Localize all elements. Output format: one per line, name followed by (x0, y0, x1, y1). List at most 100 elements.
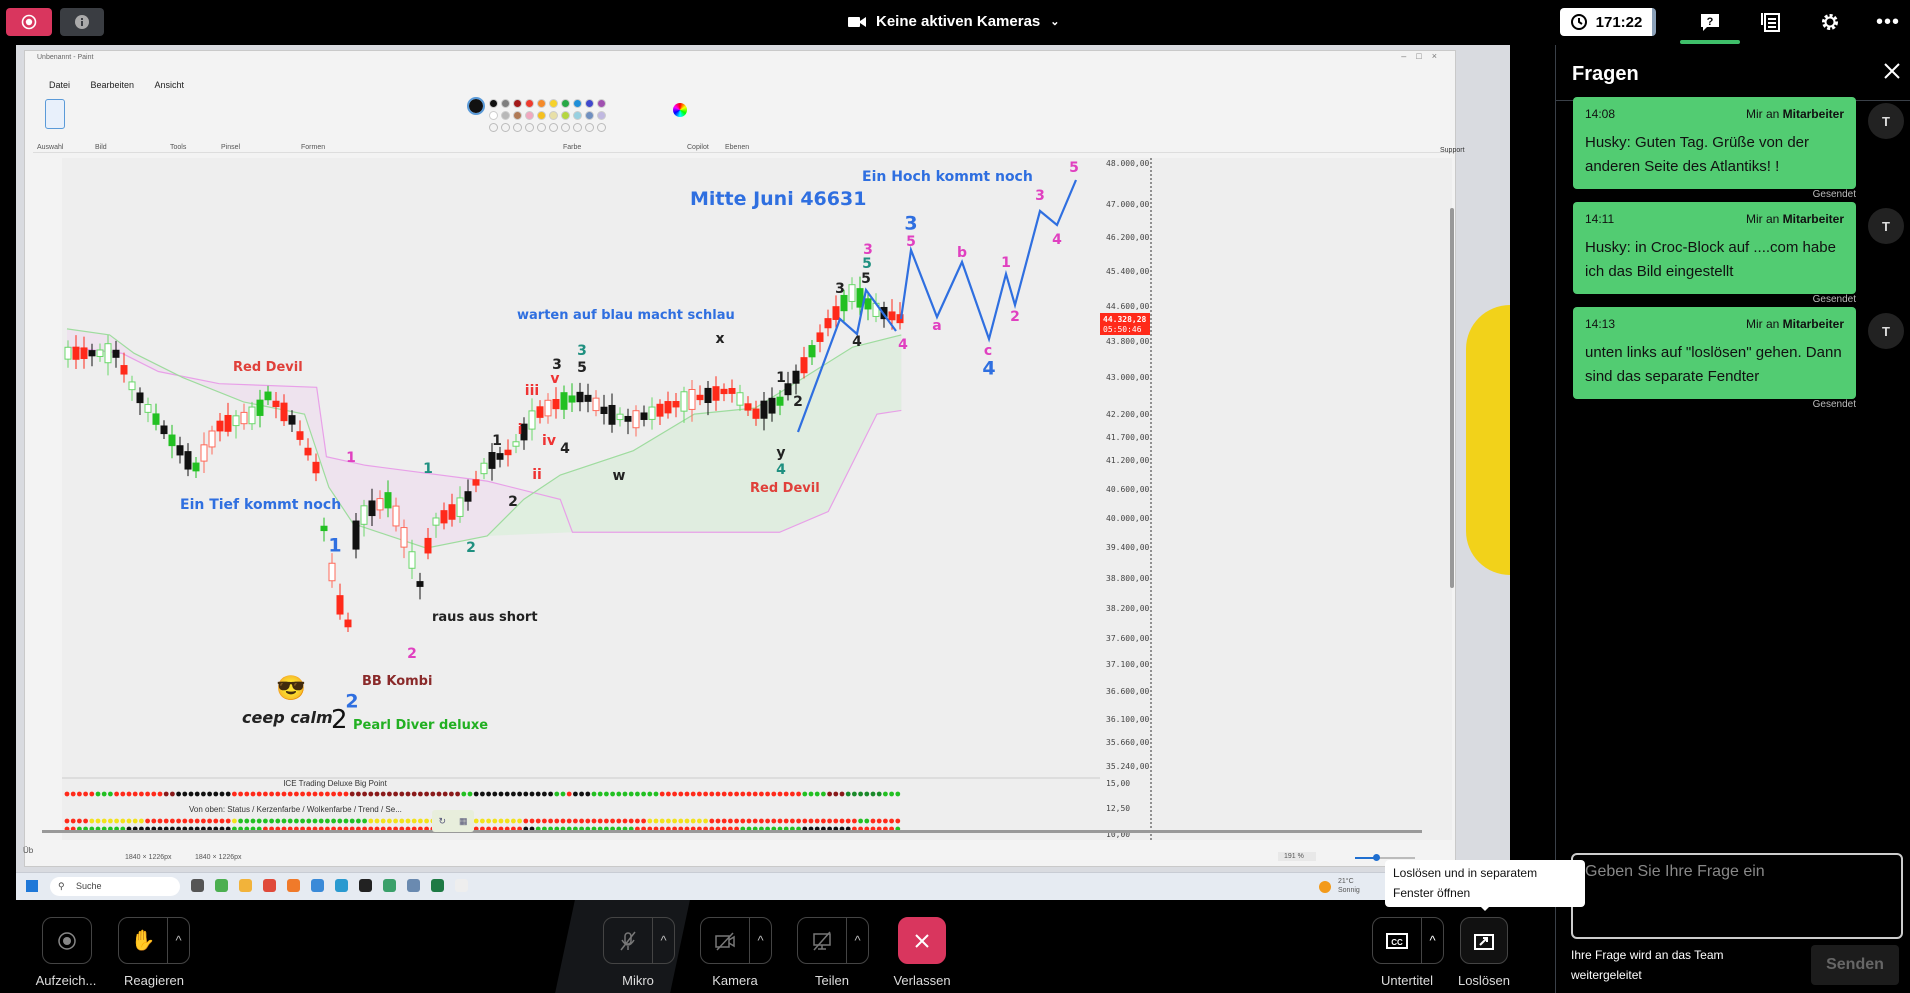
taskbar-app-icon[interactable] (191, 879, 204, 892)
candle-body (856, 288, 864, 308)
palette-color[interactable] (597, 99, 606, 108)
palette-color[interactable] (537, 99, 546, 108)
captions-button[interactable]: CC ^ (1372, 917, 1444, 964)
palette-color[interactable] (585, 99, 594, 108)
react-options-chevron[interactable]: ^ (167, 918, 189, 963)
window-controls[interactable]: –□× (1401, 51, 1447, 61)
candle-body (616, 413, 624, 421)
zoom-select[interactable]: 191 % (1278, 852, 1316, 861)
palette-empty-slot[interactable] (489, 123, 498, 132)
horizontal-scrollbar[interactable] (42, 830, 1422, 833)
palette-empty-slot[interactable] (561, 123, 570, 132)
camera-button[interactable]: ^ (700, 917, 772, 964)
palette-color[interactable] (489, 99, 498, 108)
cloud-upper-line (66, 346, 902, 533)
palette-empty-slot[interactable] (597, 123, 606, 132)
indicator-dot (579, 791, 584, 797)
question-input[interactable]: Geben Sie Ihre Frage ein (1571, 853, 1903, 939)
menu-bearbeiten[interactable]: Bearbeiten (90, 80, 135, 90)
taskbar-app-icon[interactable] (407, 879, 420, 892)
palette-empty-slot[interactable] (585, 123, 594, 132)
select-tool[interactable] (45, 99, 65, 129)
candle-body (608, 404, 616, 425)
share-button[interactable]: ^ (797, 917, 869, 964)
palette-color[interactable] (537, 111, 546, 120)
palette-color[interactable] (501, 111, 510, 120)
palette-color[interactable] (525, 99, 534, 108)
candle-body (568, 395, 576, 403)
send-button[interactable]: Senden (1811, 945, 1899, 985)
palette-color[interactable] (501, 99, 510, 108)
palette-color[interactable] (513, 99, 522, 108)
floating-toolbar[interactable]: ↻ ▦ (432, 810, 474, 832)
candle-body (792, 370, 800, 384)
color-picker-icon[interactable] (673, 103, 687, 117)
taskbar-app-icon[interactable] (311, 879, 324, 892)
palette-color[interactable] (585, 111, 594, 120)
taskbar-app-icon[interactable] (287, 879, 300, 892)
taskbar-app-icon[interactable] (383, 879, 396, 892)
info-button[interactable] (60, 8, 104, 36)
share-options-chevron[interactable]: ^ (846, 918, 868, 963)
windows-start-icon[interactable] (26, 880, 38, 892)
record-indicator-button[interactable] (6, 8, 52, 36)
price-tick-label: 35.660,00 (1106, 738, 1150, 747)
taskbar-app-icon[interactable] (455, 879, 468, 892)
camera-selector[interactable]: Keine aktiven Kameras ⌄ (848, 13, 1059, 30)
captions-options-chevron[interactable]: ^ (1421, 918, 1443, 963)
taskbar-app-icon[interactable] (263, 879, 276, 892)
close-panel-button[interactable] (1882, 61, 1906, 85)
react-button[interactable]: ✋ ^ (118, 917, 190, 964)
candle-body (720, 388, 728, 395)
palette-color[interactable] (561, 111, 570, 120)
popout-button[interactable] (1460, 917, 1508, 964)
palette-empty-slot[interactable] (513, 123, 522, 132)
primary-color[interactable] (467, 97, 485, 115)
refresh-icon[interactable]: ↻ (438, 815, 447, 826)
taskbar-search[interactable]: Suche (50, 877, 180, 896)
taskbar-app-icon[interactable] (215, 879, 228, 892)
palette-color[interactable] (513, 111, 522, 120)
palette-empty-slot[interactable] (573, 123, 582, 132)
questions-tab[interactable]: ? (1690, 8, 1730, 36)
leave-button[interactable] (898, 917, 946, 964)
taskbar-app-icon[interactable] (335, 879, 348, 892)
indicator-dot (225, 791, 231, 797)
palette-color[interactable] (561, 99, 570, 108)
palette-color[interactable] (573, 99, 582, 108)
menu-ansicht[interactable]: Ansicht (154, 80, 184, 90)
indicator-dot (287, 818, 293, 824)
notes-tab[interactable] (1750, 8, 1790, 36)
camera-off-icon (715, 931, 735, 951)
paint-canvas[interactable]: ICE Trading Deluxe Big Point Von oben: St… (42, 158, 1454, 840)
price-tick-label: 45.400,00 (1106, 267, 1150, 276)
zoom-slider[interactable] (1355, 854, 1415, 861)
record-icon (58, 931, 76, 950)
palette-color[interactable] (525, 111, 534, 120)
taskbar-app-icon[interactable] (239, 879, 252, 892)
mic-options-chevron[interactable]: ^ (652, 918, 674, 963)
record-button[interactable] (42, 917, 92, 964)
palette-empty-slot[interactable] (501, 123, 510, 132)
menu-datei[interactable]: Datei (49, 80, 71, 90)
palette-color[interactable] (597, 111, 606, 120)
wave-label: 1 (328, 535, 341, 557)
palette-color[interactable] (489, 111, 498, 120)
palette-empty-slot[interactable] (549, 123, 558, 132)
palette-color[interactable] (573, 111, 582, 120)
settings-button[interactable] (1810, 8, 1850, 36)
indicator-dot (176, 818, 182, 824)
palette-color[interactable] (549, 111, 558, 120)
vertical-scrollbar[interactable] (1450, 208, 1454, 588)
palette-empty-slot[interactable] (537, 123, 546, 132)
support-link[interactable]: Support (1440, 147, 1465, 154)
taskbar-app-icon[interactable] (431, 879, 444, 892)
palette-empty-slot[interactable] (525, 123, 534, 132)
palette-color[interactable] (549, 99, 558, 108)
grid-icon[interactable]: ▦ (459, 815, 468, 826)
weather-widget[interactable]: 21°C Sonnig (1338, 877, 1360, 895)
camera-options-chevron[interactable]: ^ (749, 918, 771, 963)
mic-button[interactable]: ^ (603, 917, 675, 964)
taskbar-app-icon[interactable] (359, 879, 372, 892)
more-button[interactable]: ••• (1868, 8, 1908, 36)
